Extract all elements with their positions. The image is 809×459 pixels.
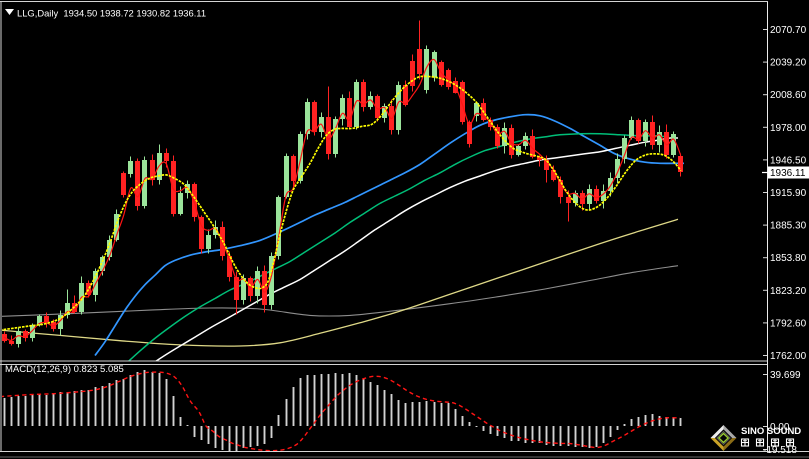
svg-text:1853.80: 1853.80 [770,253,807,264]
svg-text:1885.30: 1885.30 [770,221,807,232]
svg-text:1823.20: 1823.20 [770,286,807,297]
svg-text:LLG,Daily 1934.50 1938.72 193: LLG,Daily 1934.50 1938.72 1930.82 1936.1… [17,8,206,19]
svg-text:1762.00: 1762.00 [770,351,807,362]
svg-text:MACD(12,26,9) 0.823 5.085: MACD(12,26,9) 0.823 5.085 [5,364,124,375]
svg-text:1792.60: 1792.60 [770,318,807,329]
svg-text:1978.00: 1978.00 [770,123,807,134]
svg-text:0.00: 0.00 [770,422,790,433]
svg-text:1936.11: 1936.11 [770,168,806,179]
svg-text:1915.90: 1915.90 [770,188,807,199]
svg-text:SINO SOUND: SINO SOUND [741,426,801,437]
svg-text:2008.60: 2008.60 [770,90,807,101]
svg-text:1946.50: 1946.50 [770,155,807,166]
svg-text:39.699: 39.699 [770,370,801,381]
svg-text:2070.70: 2070.70 [770,25,807,36]
svg-text:2039.20: 2039.20 [770,58,807,69]
svg-text:-19.518: -19.518 [763,445,797,456]
